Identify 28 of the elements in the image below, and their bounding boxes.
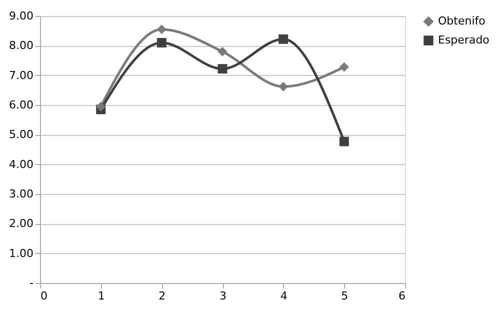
- y-tick-label: 1.00: [9, 246, 34, 260]
- y-tick-label: 4.00: [9, 158, 34, 171]
- point: [278, 34, 288, 44]
- point: [339, 62, 349, 72]
- x-tick-label: 6: [398, 290, 406, 302]
- x-tick-label: 3: [220, 290, 226, 302]
- x-tick-label: 5: [341, 290, 348, 302]
- x-tick-label: 4: [280, 290, 288, 302]
- y-tick-label: 8.00: [9, 39, 34, 52]
- y-tick-label: 9.00: [9, 10, 34, 22]
- x-tick-label: 1: [98, 290, 105, 302]
- x-tick-label: 0: [40, 290, 48, 302]
- point: [218, 64, 228, 74]
- legend-label: Obtenifo: [438, 14, 486, 28]
- point: [339, 136, 349, 146]
- y-tick-label: 5.00: [9, 128, 34, 142]
- point: [96, 102, 106, 112]
- y-tick-label: 2.00: [9, 217, 34, 230]
- y-tick-label: 3.00: [9, 188, 34, 200]
- y-tick-label: -: [30, 276, 34, 290]
- point: [218, 46, 228, 56]
- point: [156, 38, 166, 48]
- point: [278, 82, 288, 92]
- y-tick-label: 7.00: [9, 68, 34, 82]
- x-tick-label: 2: [158, 290, 166, 302]
- legend-label: Esperado: [438, 34, 490, 46]
- y-tick-label: 6.00: [9, 98, 34, 112]
- point: [156, 24, 166, 34]
